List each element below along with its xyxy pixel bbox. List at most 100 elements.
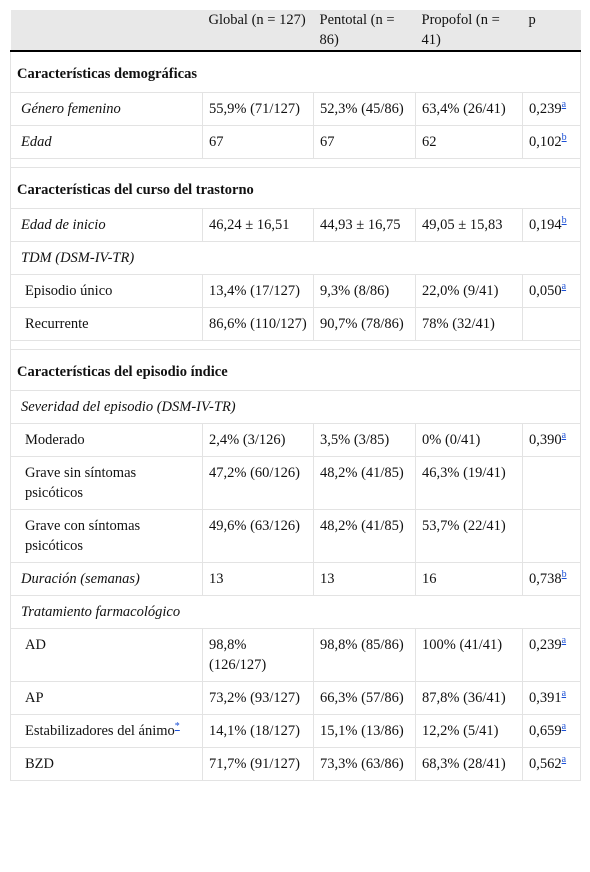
footnote-link[interactable]: a bbox=[561, 754, 567, 766]
cell-p bbox=[522, 307, 581, 341]
section-title: Características del curso del trastorno bbox=[10, 167, 581, 209]
cell-global: 47,2% (60/126) bbox=[202, 456, 314, 510]
spacer bbox=[10, 158, 581, 168]
footnote-link[interactable]: a bbox=[561, 721, 567, 733]
cell-pentotal: 15,1% (13/86) bbox=[313, 714, 416, 748]
cell-p: 0,738b bbox=[522, 562, 581, 596]
section-curso: Características del curso del trastorno bbox=[10, 167, 581, 209]
table-row: Grave con síntomas psicóticos 49,6% (63/… bbox=[10, 509, 581, 563]
footnote-link[interactable]: a bbox=[561, 688, 567, 700]
cell-p bbox=[522, 456, 581, 510]
cell-pentotal: 90,7% (78/86) bbox=[313, 307, 416, 341]
table-row: Edad 67 67 62 0,102b bbox=[10, 125, 581, 159]
footnote-link[interactable]: a bbox=[561, 430, 567, 442]
cell-pentotal: 13 bbox=[313, 562, 416, 596]
row-label: Edad bbox=[10, 125, 203, 159]
section-title: Características demográficas bbox=[10, 50, 581, 93]
footnote-link[interactable]: b bbox=[561, 215, 567, 227]
cell-global: 71,7% (91/127) bbox=[202, 747, 314, 781]
footnote-link[interactable]: a bbox=[561, 281, 567, 293]
header-empty bbox=[10, 10, 203, 52]
cell-propofol: 46,3% (19/41) bbox=[415, 456, 523, 510]
cell-pentotal: 98,8% (85/86) bbox=[313, 628, 416, 682]
footnote-link[interactable]: b bbox=[561, 569, 567, 581]
cell-propofol: 0% (0/41) bbox=[415, 423, 523, 457]
cell-propofol: 49,05 ± 15,83 bbox=[415, 208, 523, 242]
table-row: Episodio único 13,4% (17/127) 9,3% (8/86… bbox=[10, 274, 581, 308]
spacer bbox=[10, 340, 581, 350]
cell-pentotal: 73,3% (63/86) bbox=[313, 747, 416, 781]
footnote-link[interactable]: b bbox=[561, 132, 567, 144]
table-row: BZD 71,7% (91/127) 73,3% (63/86) 68,3% (… bbox=[10, 747, 581, 781]
cell-p: 0,239a bbox=[522, 92, 581, 126]
cell-global: 49,6% (63/126) bbox=[202, 509, 314, 563]
row-label: Edad de inicio bbox=[10, 208, 203, 242]
subheading-row: Severidad del episodio (DSM-IV-TR) bbox=[10, 390, 581, 424]
table-row: Estabilizadores del ánimo* 14,1% (18/127… bbox=[10, 714, 581, 748]
footnote-link[interactable]: a bbox=[561, 99, 567, 111]
cell-p: 0,050a bbox=[522, 274, 581, 308]
cell-global: 13 bbox=[202, 562, 314, 596]
cell-global: 73,2% (93/127) bbox=[202, 681, 314, 715]
row-label: BZD bbox=[10, 747, 203, 781]
header-row: Global (n = 127) Pentotal (n = 86) Propo… bbox=[10, 10, 581, 52]
table-row: Recurrente 86,6% (110/127) 90,7% (78/86)… bbox=[10, 307, 581, 341]
cell-pentotal: 66,3% (57/86) bbox=[313, 681, 416, 715]
subheading-row: TDM (DSM-IV-TR) bbox=[10, 241, 581, 275]
cell-p: 0,659a bbox=[522, 714, 581, 748]
table-row: Género femenino 55,9% (71/127) 52,3% (45… bbox=[10, 92, 581, 126]
row-label: Grave con síntomas psicóticos bbox=[10, 509, 203, 563]
cell-pentotal: 9,3% (8/86) bbox=[313, 274, 416, 308]
cell-propofol: 62 bbox=[415, 125, 523, 159]
row-label: Estabilizadores del ánimo* bbox=[10, 714, 203, 748]
cell-p: 0,390a bbox=[522, 423, 581, 457]
cell-pentotal: 44,93 ± 16,75 bbox=[313, 208, 416, 242]
footnote-link[interactable]: a bbox=[561, 635, 567, 647]
table-row: Duración (semanas) 13 13 16 0,738b bbox=[10, 562, 581, 596]
header-global: Global (n = 127) bbox=[202, 10, 314, 52]
subheading-row: Tratamiento farmacológico bbox=[10, 595, 581, 629]
section-demograficas: Características demográficas bbox=[10, 50, 581, 93]
subheading: TDM (DSM-IV-TR) bbox=[10, 241, 581, 275]
cell-p: 0,102b bbox=[522, 125, 581, 159]
cell-global: 98,8% (126/127) bbox=[202, 628, 314, 682]
section-episodio: Características del episodio índice bbox=[10, 349, 581, 391]
cell-propofol: 22,0% (9/41) bbox=[415, 274, 523, 308]
cell-propofol: 12,2% (5/41) bbox=[415, 714, 523, 748]
table-row: Grave sin síntomas psicóticos 47,2% (60/… bbox=[10, 456, 581, 510]
cell-global: 46,24 ± 16,51 bbox=[202, 208, 314, 242]
spacer-row bbox=[10, 340, 581, 350]
row-label: Recurrente bbox=[10, 307, 203, 341]
subheading: Severidad del episodio (DSM-IV-TR) bbox=[10, 390, 581, 424]
cell-pentotal: 3,5% (3/85) bbox=[313, 423, 416, 457]
section-title: Características del episodio índice bbox=[10, 349, 581, 391]
cell-propofol: 87,8% (36/41) bbox=[415, 681, 523, 715]
header-propofol: Propofol (n = 41) bbox=[415, 10, 523, 52]
table-row: Moderado 2,4% (3/126) 3,5% (3/85) 0% (0/… bbox=[10, 423, 581, 457]
cell-p: 0,239a bbox=[522, 628, 581, 682]
header-p: p bbox=[522, 10, 581, 52]
cell-propofol: 53,7% (22/41) bbox=[415, 509, 523, 563]
cell-propofol: 68,3% (28/41) bbox=[415, 747, 523, 781]
table-row: Edad de inicio 46,24 ± 16,51 44,93 ± 16,… bbox=[10, 208, 581, 242]
row-label: Duración (semanas) bbox=[10, 562, 203, 596]
row-label: Episodio único bbox=[10, 274, 203, 308]
cell-global: 2,4% (3/126) bbox=[202, 423, 314, 457]
cell-p: 0,194b bbox=[522, 208, 581, 242]
cell-pentotal: 52,3% (45/86) bbox=[313, 92, 416, 126]
row-label: AD bbox=[10, 628, 203, 682]
cell-propofol: 78% (32/41) bbox=[415, 307, 523, 341]
row-label: Género femenino bbox=[10, 92, 203, 126]
table-row: AD 98,8% (126/127) 98,8% (85/86) 100% (4… bbox=[10, 628, 581, 682]
table-row: AP 73,2% (93/127) 66,3% (57/86) 87,8% (3… bbox=[10, 681, 581, 715]
cell-global: 67 bbox=[202, 125, 314, 159]
cell-global: 55,9% (71/127) bbox=[202, 92, 314, 126]
cell-p: 0,562a bbox=[522, 747, 581, 781]
cell-global: 14,1% (18/127) bbox=[202, 714, 314, 748]
cell-propofol: 16 bbox=[415, 562, 523, 596]
cell-global: 86,6% (110/127) bbox=[202, 307, 314, 341]
cell-pentotal: 48,2% (41/85) bbox=[313, 509, 416, 563]
row-label: Moderado bbox=[10, 423, 203, 457]
footnote-link[interactable]: * bbox=[174, 721, 180, 733]
cell-propofol: 63,4% (26/41) bbox=[415, 92, 523, 126]
